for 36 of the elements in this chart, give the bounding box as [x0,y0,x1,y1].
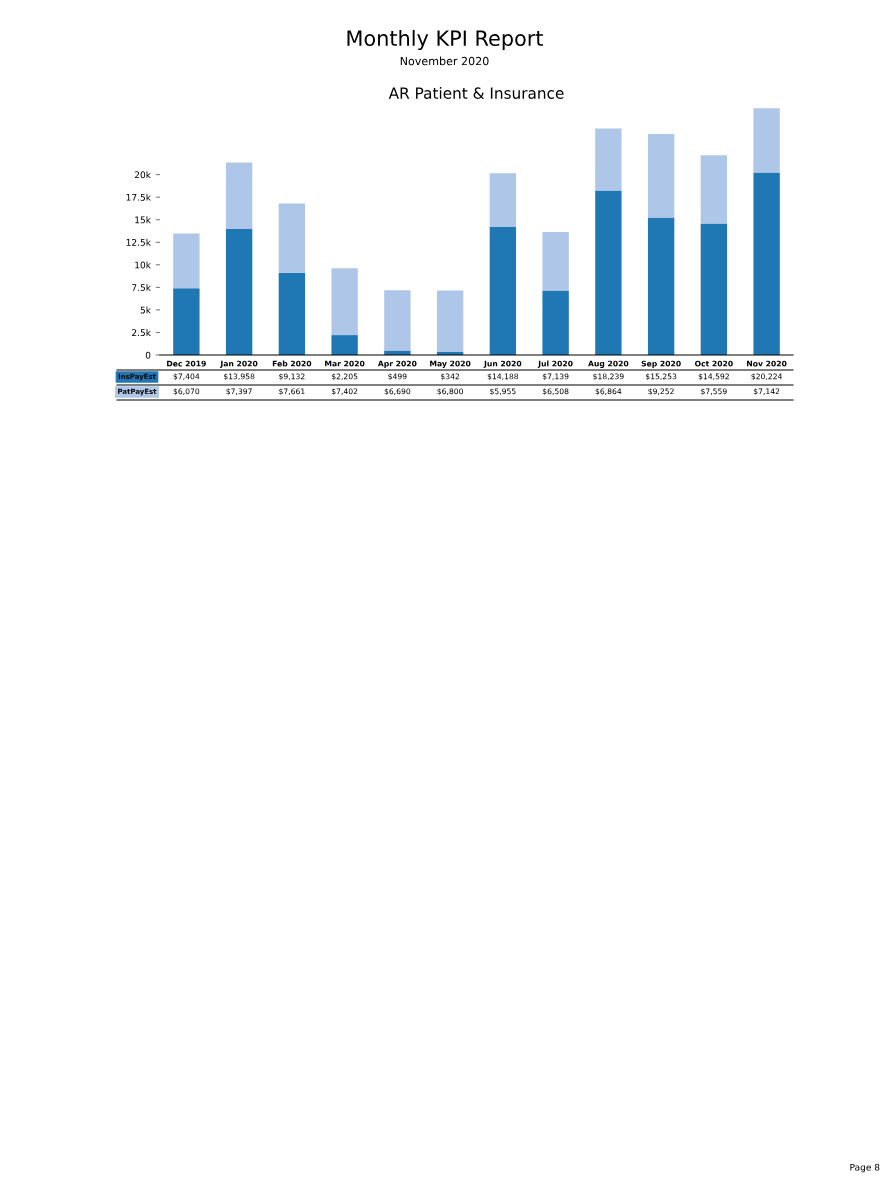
bar [595,190,622,355]
bar [278,272,306,355]
text: November 2020 [400,56,489,66]
bar [595,128,622,191]
bar [647,217,675,355]
bar [173,288,200,355]
bar [542,231,569,291]
bar [384,350,411,355]
text: Page 8 [850,1163,880,1173]
bar [331,268,358,336]
bar [753,172,780,355]
bar [542,290,569,355]
y-tick-label: 12.5k [126,238,151,246]
bar [489,227,517,355]
bar [753,108,780,173]
chart-title: AR Patient & Insurance [388,87,564,99]
bar [278,203,306,273]
y-tick-label: 20k [134,171,151,179]
y-tick-label: 17.5k [126,193,151,201]
bar [225,229,253,355]
bar [700,155,728,224]
bar [700,223,728,355]
bar [436,290,464,352]
y-tick-label: 2.5k [132,329,151,337]
bar [173,233,200,289]
bar [647,134,675,218]
y-tick-label: 15k [135,216,151,224]
y-tick-label: 7.5k [132,283,151,291]
y-tick-label: 0 [145,351,151,359]
bar [384,290,411,351]
y-tick-label: 10k [135,261,151,269]
bar [225,162,253,230]
bar [489,173,517,228]
y-tick-label: 5k [140,306,151,314]
bar [331,335,358,355]
text: Monthly KPI Report [347,29,544,51]
